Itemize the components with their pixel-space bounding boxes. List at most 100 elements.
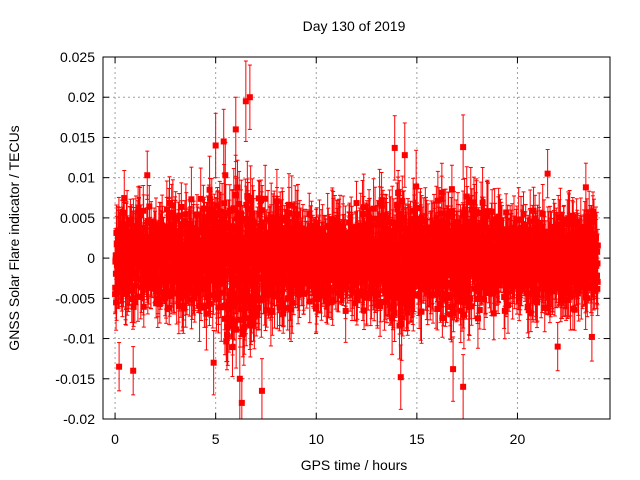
data-point xyxy=(181,244,188,251)
data-point xyxy=(225,322,232,329)
data-point xyxy=(280,310,287,317)
data-point xyxy=(158,274,165,281)
data-point xyxy=(234,215,241,222)
data-point xyxy=(222,256,229,263)
data-point xyxy=(279,288,286,295)
data-point xyxy=(192,279,199,286)
data-point xyxy=(229,223,236,230)
data-point xyxy=(265,291,272,298)
data-point xyxy=(119,284,126,291)
data-point xyxy=(273,225,280,232)
data-point xyxy=(258,295,265,302)
data-point xyxy=(166,304,173,311)
data-point xyxy=(258,219,265,226)
data-point xyxy=(175,303,182,310)
data-point xyxy=(310,281,317,288)
data-point xyxy=(230,253,237,260)
data-point xyxy=(263,307,270,314)
data-point xyxy=(190,225,197,232)
data-point xyxy=(153,300,160,307)
data-point xyxy=(234,249,241,256)
data-point xyxy=(117,248,124,255)
data-point xyxy=(294,211,301,218)
data-point xyxy=(121,195,128,202)
data-point xyxy=(292,241,299,248)
data-series xyxy=(112,60,601,420)
data-point xyxy=(313,221,320,228)
data-point xyxy=(279,214,286,221)
data-point xyxy=(306,211,313,218)
data-point xyxy=(288,294,295,301)
data-point xyxy=(227,230,234,237)
data-point xyxy=(226,207,233,214)
data-point xyxy=(221,315,228,322)
data-point xyxy=(171,269,178,276)
data-point xyxy=(147,284,154,291)
data-point xyxy=(140,224,147,231)
data-point xyxy=(229,234,236,241)
data-point xyxy=(222,172,229,179)
data-point xyxy=(255,304,262,311)
data-point xyxy=(233,326,240,333)
data-point xyxy=(259,207,266,214)
data-point xyxy=(179,251,186,258)
data-point xyxy=(188,196,195,203)
data-point xyxy=(122,258,129,265)
data-point xyxy=(206,300,213,307)
data-point xyxy=(300,290,307,297)
data-point xyxy=(131,298,138,305)
data-point xyxy=(250,220,257,227)
data-point xyxy=(269,307,276,314)
data-point xyxy=(289,299,296,306)
data-point xyxy=(258,197,265,204)
data-point xyxy=(172,214,179,221)
data-point xyxy=(166,292,173,299)
data-point xyxy=(205,269,212,276)
data-point xyxy=(159,230,166,237)
data-point xyxy=(185,226,192,233)
data-point xyxy=(247,322,254,329)
data-point xyxy=(222,209,229,216)
data-point xyxy=(203,283,210,290)
data-point xyxy=(175,228,182,235)
data-point xyxy=(211,282,218,289)
data-point xyxy=(246,276,253,283)
data-point xyxy=(314,296,321,303)
data-point xyxy=(250,302,257,309)
data-point xyxy=(228,286,235,293)
data-point xyxy=(214,251,221,258)
data-point xyxy=(248,307,255,314)
data-point xyxy=(162,294,169,301)
data-point xyxy=(146,203,153,210)
data-point xyxy=(288,202,295,209)
data-point xyxy=(186,220,193,227)
plot-data xyxy=(112,60,601,420)
data-point xyxy=(151,234,158,241)
data-point xyxy=(124,221,131,228)
data-point xyxy=(134,293,141,300)
data-point xyxy=(232,226,239,233)
data-point xyxy=(256,211,263,218)
data-point xyxy=(203,310,210,317)
data-point xyxy=(231,318,238,325)
data-point xyxy=(265,216,272,223)
data-point xyxy=(242,305,249,312)
data-point xyxy=(224,302,231,309)
data-point xyxy=(168,210,175,217)
data-point xyxy=(197,195,204,202)
data-point xyxy=(217,289,224,296)
data-point xyxy=(166,200,173,207)
data-point xyxy=(157,289,164,296)
data-point xyxy=(225,306,232,313)
data-point xyxy=(284,295,291,302)
data-point xyxy=(224,267,231,274)
data-point xyxy=(223,231,230,238)
data-point xyxy=(198,276,205,283)
data-point xyxy=(247,196,254,203)
data-point xyxy=(251,235,258,242)
data-point xyxy=(276,296,283,303)
data-point xyxy=(201,214,208,221)
data-point xyxy=(228,249,235,256)
data-point xyxy=(252,247,259,254)
